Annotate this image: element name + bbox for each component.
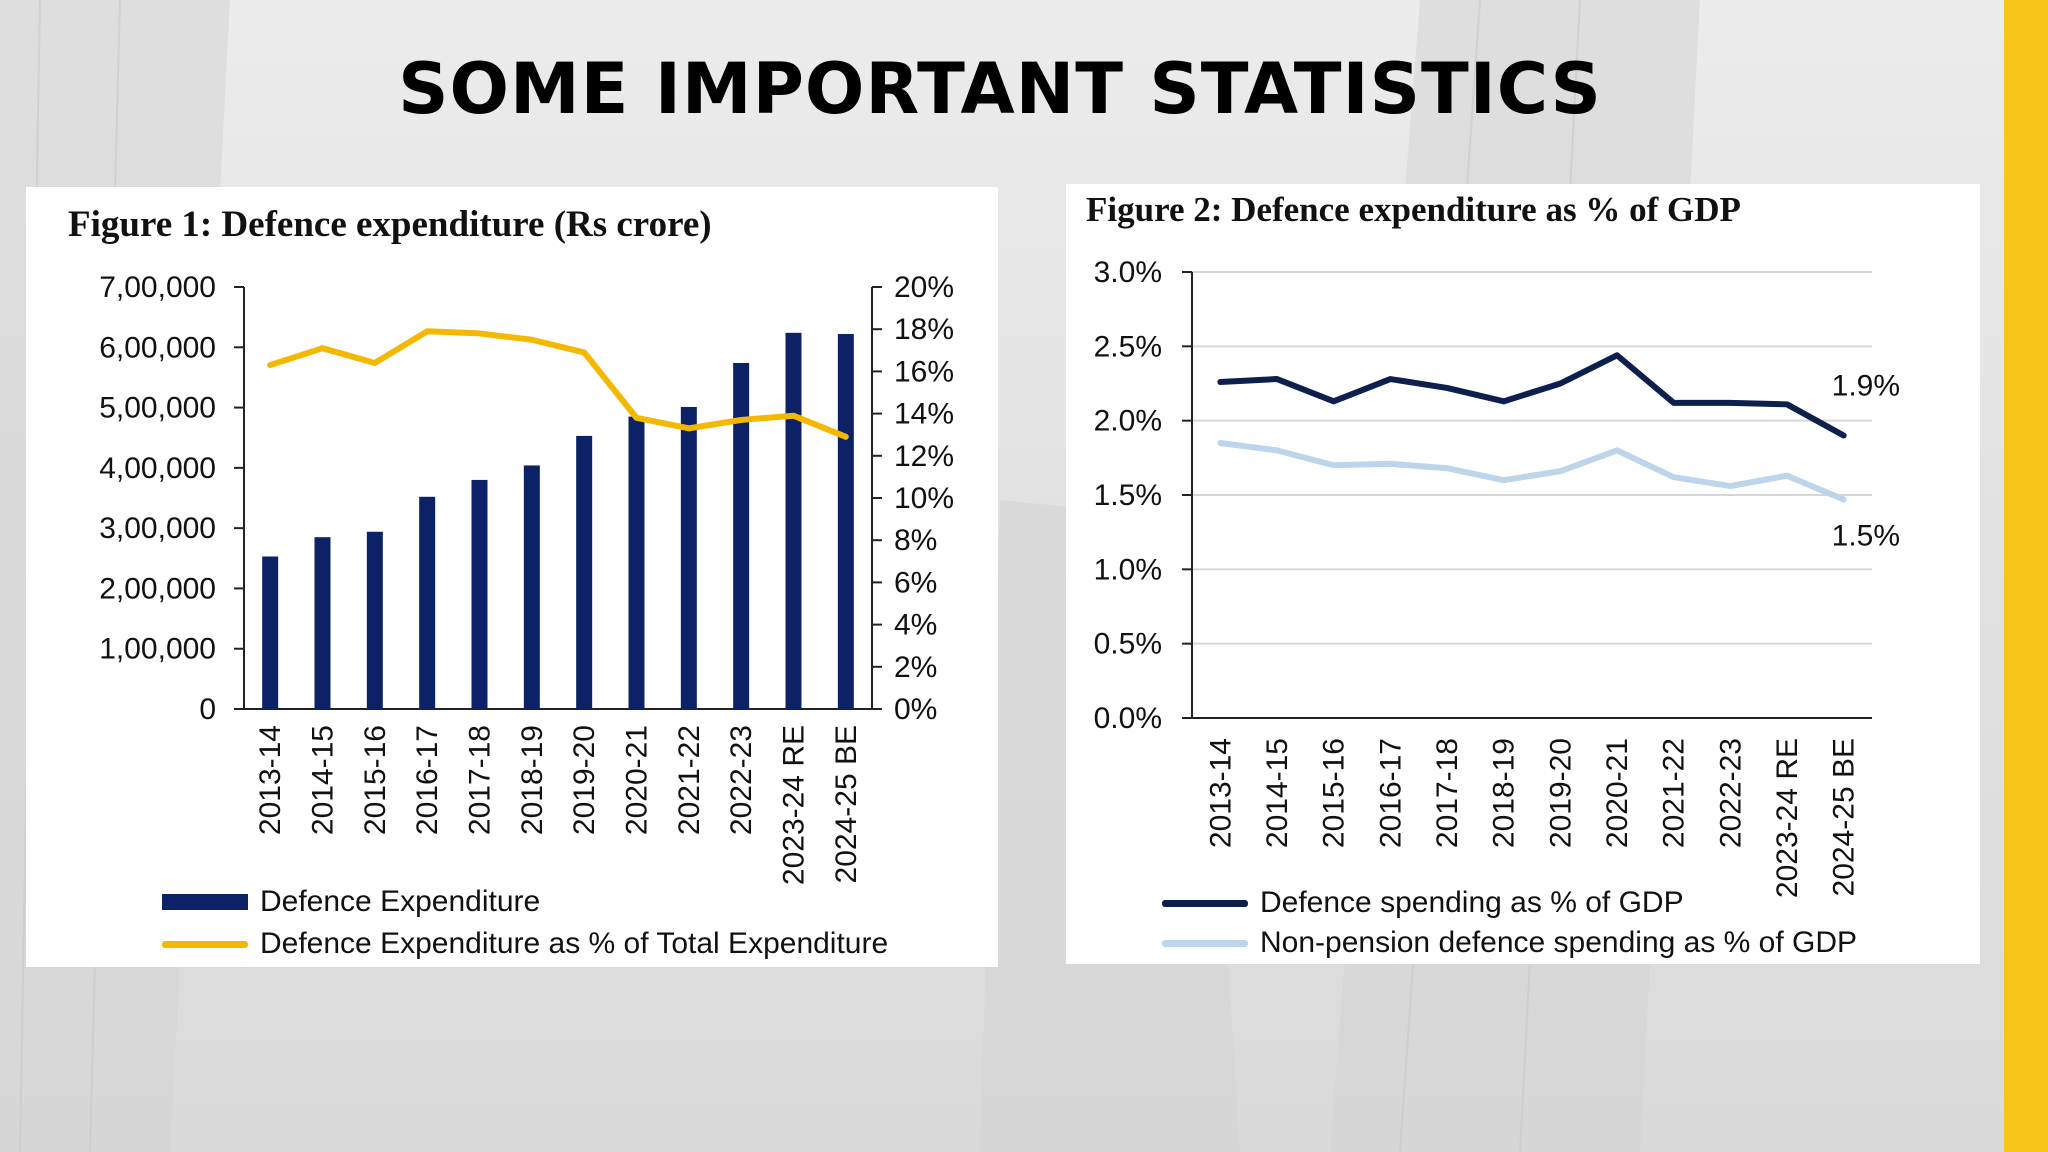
figure-1-title: Figure 1: Defence expenditure (Rs crore) bbox=[68, 204, 712, 245]
y-tick-label: 1.0% bbox=[1094, 553, 1162, 586]
bar bbox=[785, 332, 802, 709]
y-tick-label-left: 4,00,000 bbox=[99, 452, 216, 485]
y-tick-label-left: 1,00,000 bbox=[99, 633, 216, 666]
x-tick-label: 2013-14 bbox=[254, 725, 287, 835]
bar bbox=[523, 465, 540, 709]
y-tick-label-right: 20% bbox=[894, 271, 954, 304]
x-tick-label: 2015-16 bbox=[359, 725, 392, 835]
bar bbox=[837, 334, 854, 709]
y-tick-label-left: 2,00,000 bbox=[99, 572, 216, 605]
end-value-label: 1.9% bbox=[1832, 370, 1900, 403]
x-tick-label: 2020-21 bbox=[621, 725, 654, 835]
bar bbox=[366, 531, 383, 709]
x-tick-label: 2014-15 bbox=[1261, 738, 1294, 848]
y-tick-label-right: 2% bbox=[894, 651, 937, 684]
end-value-label: 1.5% bbox=[1832, 519, 1900, 552]
series-line-defence-gdp bbox=[1217, 352, 1847, 439]
figure-2-title: Figure 2: Defence expenditure as % of GD… bbox=[1086, 190, 1741, 229]
x-tick-label: 2017-18 bbox=[1431, 738, 1464, 848]
y-tick-label-right: 16% bbox=[894, 355, 954, 388]
figure-2-legend-series-2: Non-pension defence spending as % of GDP bbox=[1162, 926, 1857, 960]
x-tick-label: 2021-22 bbox=[673, 725, 706, 835]
bar bbox=[262, 556, 279, 709]
x-tick-label: 2015-16 bbox=[1318, 738, 1351, 848]
accent-sidebar bbox=[2004, 0, 2048, 1152]
y-tick-label-right: 18% bbox=[894, 313, 954, 346]
figure-1-legend-line: Defence Expenditure as % of Total Expend… bbox=[162, 927, 888, 961]
y-tick-label: 1.5% bbox=[1094, 479, 1162, 512]
y-tick-label-right: 12% bbox=[894, 440, 954, 473]
bar bbox=[680, 406, 697, 709]
x-tick-label: 2024-25 BE bbox=[1828, 738, 1861, 896]
bar bbox=[419, 496, 436, 709]
x-tick-label: 2014-15 bbox=[307, 725, 340, 835]
figure-2-legend-series-1: Defence spending as % of GDP bbox=[1162, 886, 1684, 920]
y-tick-label: 0.0% bbox=[1094, 702, 1162, 735]
y-tick-label-right: 14% bbox=[894, 398, 954, 431]
x-tick-label: 2020-21 bbox=[1601, 738, 1634, 848]
y-tick-label: 3.0% bbox=[1094, 256, 1162, 289]
series-line-nonpension-gdp bbox=[1217, 439, 1847, 503]
series-line-pct-of-total bbox=[267, 328, 849, 440]
bar bbox=[628, 416, 645, 709]
y-tick-label-right: 10% bbox=[894, 482, 954, 515]
x-tick-label: 2016-17 bbox=[411, 725, 444, 835]
figure-1-legend-bars: Defence Expenditure bbox=[162, 885, 540, 919]
bar bbox=[471, 479, 488, 709]
x-tick-label: 2023-24 RE bbox=[778, 725, 811, 885]
legend-swatch-line bbox=[162, 940, 248, 948]
x-tick-label: 2018-19 bbox=[516, 725, 549, 835]
x-tick-label: 2018-19 bbox=[1488, 738, 1521, 848]
legend-swatch-line bbox=[1162, 899, 1248, 907]
legend-label: Defence spending as % of GDP bbox=[1260, 886, 1684, 919]
y-tick-label: 2.0% bbox=[1094, 405, 1162, 438]
x-tick-label: 2013-14 bbox=[1204, 738, 1237, 848]
x-tick-label: 2022-23 bbox=[725, 725, 758, 835]
legend-label: Defence Expenditure as % of Total Expend… bbox=[260, 927, 889, 960]
page-title: SOME IMPORTANT STATISTICS bbox=[398, 48, 1602, 130]
y-tick-label-right: 4% bbox=[894, 609, 937, 642]
bar bbox=[314, 537, 331, 709]
y-tick-label-left: 7,00,000 bbox=[99, 271, 216, 304]
figure-1-chart: 0 1,00,000 2,00,000 3,00,000 4,00,000 5,00,00… bbox=[99, 271, 954, 885]
figure-1-panel: Figure 1: Defence expenditure (Rs crore)… bbox=[26, 187, 998, 967]
y-tick-label-left: 0 bbox=[199, 693, 216, 726]
x-tick-label: 2019-20 bbox=[568, 725, 601, 835]
legend-swatch-bar bbox=[162, 894, 248, 910]
legend-label: Non-pension defence spending as % of GDP bbox=[1260, 926, 1858, 959]
x-tick-label: 2016-17 bbox=[1374, 738, 1407, 848]
x-tick-label: 2022-23 bbox=[1714, 738, 1747, 848]
x-tick-label: 2024-25 BE bbox=[830, 725, 863, 883]
figure-2-panel: Figure 2: Defence expenditure as % of GD… bbox=[1066, 184, 1980, 964]
x-tick-label: 2023-24 RE bbox=[1771, 738, 1804, 898]
x-tick-label: 2021-22 bbox=[1658, 738, 1691, 848]
y-tick-label-left: 5,00,000 bbox=[99, 392, 216, 425]
y-tick-label-right: 6% bbox=[894, 566, 937, 599]
y-tick-label-left: 6,00,000 bbox=[99, 331, 216, 364]
figure-2-chart: 0.0% 0.5% 1.0% 1.5% 2.0% 2.5% 3.0% 2013-14 2014-… bbox=[1094, 256, 1900, 898]
x-tick-label: 2017-18 bbox=[464, 725, 497, 835]
bar bbox=[576, 435, 593, 709]
y-tick-label-left: 3,00,000 bbox=[99, 512, 216, 545]
bar bbox=[733, 362, 750, 709]
x-tick-label: 2019-20 bbox=[1544, 738, 1577, 848]
y-tick-label: 0.5% bbox=[1094, 628, 1162, 661]
legend-label: Defence Expenditure bbox=[260, 885, 541, 918]
y-tick-label: 2.5% bbox=[1094, 330, 1162, 363]
y-tick-label-right: 8% bbox=[894, 524, 937, 557]
legend-swatch-line bbox=[1162, 939, 1248, 947]
y-tick-label-right: 0% bbox=[894, 693, 937, 726]
